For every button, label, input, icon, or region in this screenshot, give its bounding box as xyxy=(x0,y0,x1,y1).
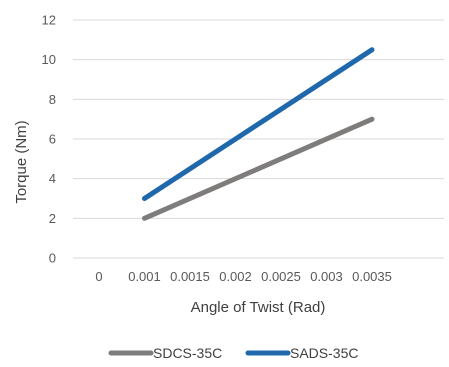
x-tick-label: 0.002 xyxy=(219,269,252,284)
y-tick-label: 2 xyxy=(49,211,56,226)
y-tick-label: 12 xyxy=(42,13,56,28)
x-axis-title: Angle of Twist (Rad) xyxy=(191,299,326,316)
x-tick-label: 0.0015 xyxy=(170,269,210,284)
y-tick-label: 10 xyxy=(42,52,56,67)
y-tick-label: 0 xyxy=(49,251,56,266)
x-tick-label: 0.003 xyxy=(310,269,343,284)
legend: SDCS-35C SADS-35C xyxy=(108,345,358,361)
series-lines xyxy=(142,47,375,221)
series-line-sads-35c xyxy=(142,47,375,201)
x-tick-label: 0.0025 xyxy=(261,269,301,284)
x-axis-ticks: 0 0.001 0.0015 0.002 0.0025 0.003 0.0035 xyxy=(95,269,392,284)
x-tick-label: 0 xyxy=(95,269,102,284)
gridlines xyxy=(73,19,444,259)
x-tick-label: 0.001 xyxy=(128,269,161,284)
x-tick-label: 0.0035 xyxy=(352,269,392,284)
y-axis-title: Torque (Nm) xyxy=(13,120,30,203)
legend-label: SDCS-35C xyxy=(153,345,222,361)
y-tick-label: 6 xyxy=(49,132,56,147)
y-tick-label: 8 xyxy=(49,92,56,107)
y-axis-ticks: 0 2 4 6 8 10 12 xyxy=(42,13,56,266)
y-tick-label: 4 xyxy=(49,171,56,186)
series-line-sdcs-35c xyxy=(142,116,375,221)
legend-label: SADS-35C xyxy=(290,345,358,361)
